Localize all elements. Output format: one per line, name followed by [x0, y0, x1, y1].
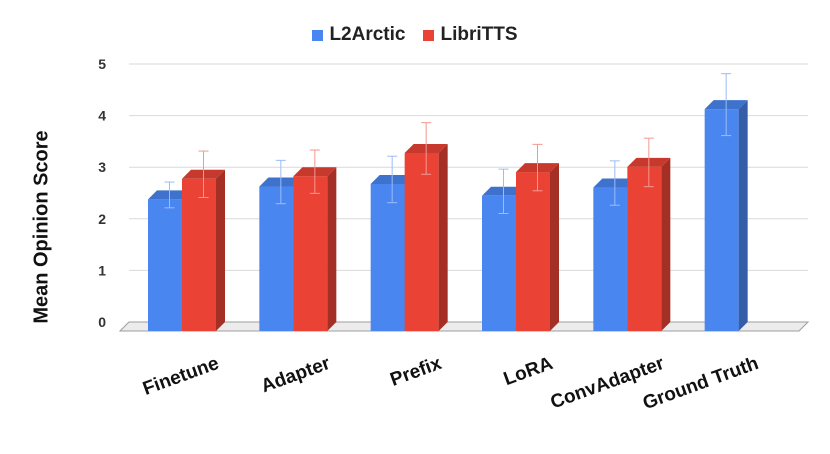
bar-libritts-convadapter [627, 166, 662, 331]
y-tick-label: 5 [98, 56, 106, 72]
y-tick-label: 0 [98, 314, 106, 330]
error-bars [164, 73, 732, 214]
bar-side [438, 143, 448, 331]
x-tick-label: Adapter [258, 353, 333, 397]
bar-libritts-prefix [404, 152, 439, 331]
y-tick-label: 1 [98, 262, 106, 278]
x-tick-label: Finetune [140, 353, 222, 400]
x-tick-label: LoRA [501, 353, 556, 390]
y-tick-label: 4 [98, 108, 106, 124]
bar-side [550, 163, 559, 331]
bar-libritts-lora [516, 172, 550, 331]
bar-l2arctic-convadapter [593, 187, 628, 331]
y-tick-label: 2 [98, 211, 106, 227]
bar-l2arctic-lora [482, 195, 516, 331]
bar-libritts-finetune [182, 178, 216, 331]
y-axis-ticks: 0 1 2 3 4 5 [98, 56, 106, 330]
bar-side [661, 157, 671, 331]
x-axis-ticks: Finetune Adapter Prefix LoRAConvAdapterGrou… [140, 353, 761, 414]
legend: L2Arctic LibriTTS [0, 24, 830, 46]
bars [148, 100, 748, 332]
legend-label-l2arctic: L2Arctic [329, 24, 406, 45]
legend-swatch-l2arctic [312, 29, 324, 41]
legend-item-libritts: LibriTTS [423, 24, 518, 46]
y-axis-label: Mean Opinion Score [30, 130, 53, 324]
x-tick-label: Prefix [388, 353, 445, 391]
bar-side [738, 100, 748, 332]
legend-item-l2arctic: L2Arctic [312, 24, 405, 46]
legend-swatch-libritts [423, 29, 435, 41]
bar-side [216, 169, 225, 331]
legend-label-libritts: LibriTTS [440, 24, 518, 45]
bar-l2arctic-prefix [370, 183, 405, 331]
y-tick-label: 3 [98, 159, 106, 175]
bar-l2arctic-adapter [259, 186, 294, 331]
bar-l2arctic-finetune [148, 199, 182, 331]
bar-side [327, 167, 337, 331]
bar-l2arctic-ground-truth [704, 109, 739, 332]
bar-libritts-adapter [293, 176, 328, 331]
